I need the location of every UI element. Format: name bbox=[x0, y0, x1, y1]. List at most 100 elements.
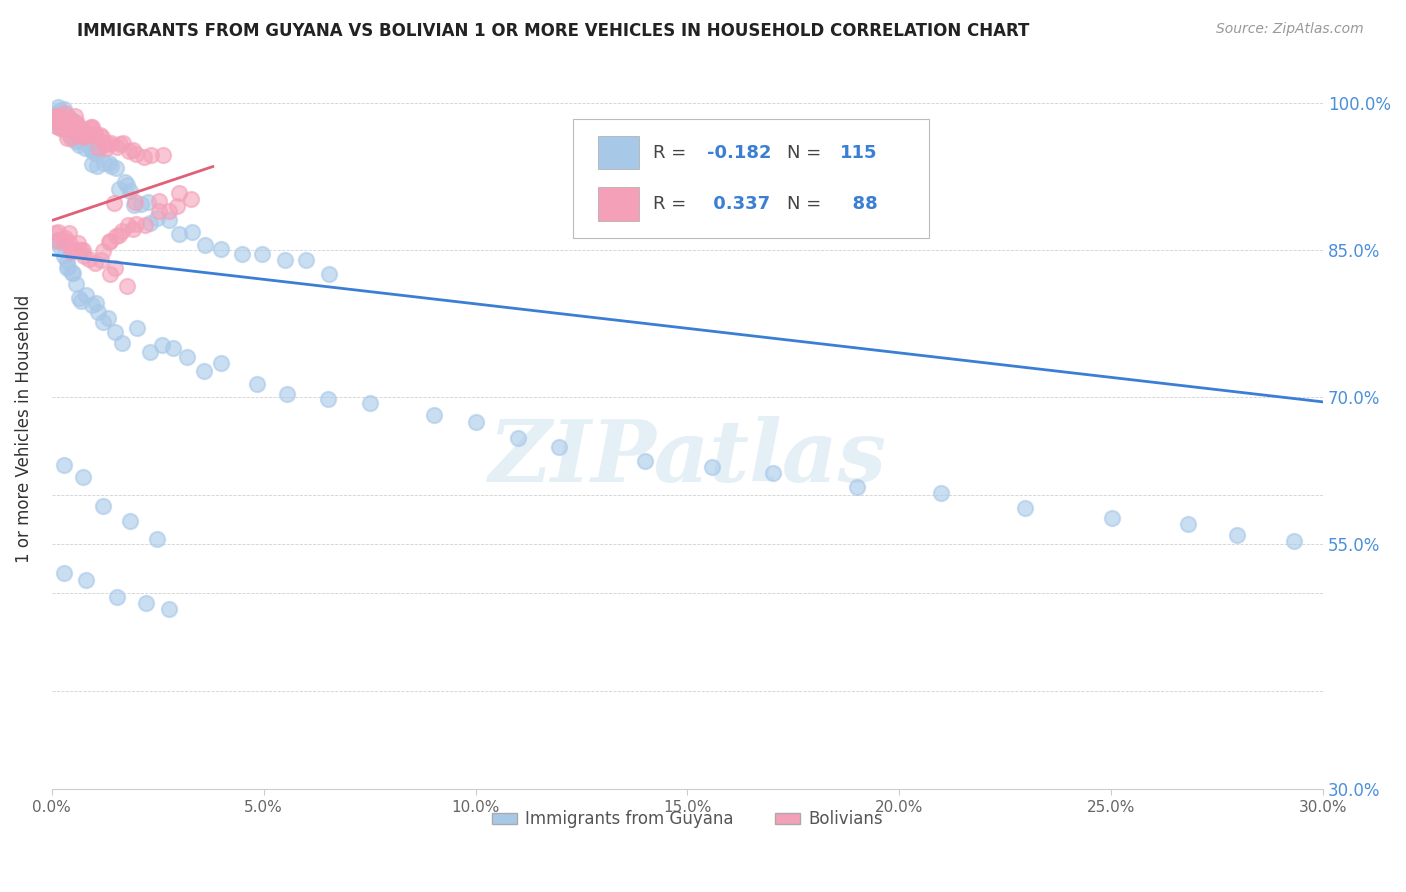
Point bbox=[66, 116, 89, 130]
Point bbox=[80, 144, 103, 158]
Point bbox=[162, 341, 184, 355]
Point bbox=[49, 103, 72, 117]
Point bbox=[49, 240, 72, 254]
Point bbox=[134, 218, 156, 232]
Point bbox=[76, 136, 98, 150]
Point bbox=[135, 596, 157, 610]
Point bbox=[762, 466, 785, 480]
Text: -0.182: -0.182 bbox=[707, 144, 770, 161]
Point bbox=[44, 109, 66, 123]
Text: N =: N = bbox=[786, 195, 827, 213]
Point bbox=[105, 161, 128, 175]
Point bbox=[423, 408, 446, 422]
Point bbox=[108, 136, 131, 151]
Point bbox=[105, 590, 128, 604]
Point bbox=[117, 278, 139, 293]
Point bbox=[55, 230, 77, 244]
Point bbox=[77, 137, 100, 152]
Point bbox=[60, 244, 83, 259]
Text: 115: 115 bbox=[839, 144, 877, 161]
Point bbox=[72, 129, 94, 144]
Point bbox=[51, 121, 73, 136]
Point bbox=[146, 211, 169, 226]
Point bbox=[58, 128, 80, 142]
Point bbox=[167, 227, 190, 241]
Point bbox=[83, 128, 105, 142]
Point bbox=[180, 225, 202, 239]
Point bbox=[49, 120, 72, 135]
Point bbox=[66, 127, 89, 141]
Point bbox=[67, 291, 90, 305]
Point bbox=[152, 147, 174, 161]
Text: IMMIGRANTS FROM GUYANA VS BOLIVIAN 1 OR MORE VEHICLES IN HOUSEHOLD CORRELATION C: IMMIGRANTS FROM GUYANA VS BOLIVIAN 1 OR … bbox=[77, 22, 1029, 40]
Point bbox=[84, 256, 107, 270]
Point bbox=[111, 224, 134, 238]
Point bbox=[79, 252, 101, 266]
Point bbox=[91, 499, 114, 513]
Point bbox=[91, 315, 114, 329]
Point bbox=[60, 242, 83, 256]
Point bbox=[146, 533, 169, 547]
Point bbox=[634, 454, 657, 468]
Point bbox=[72, 469, 94, 483]
Point bbox=[139, 345, 162, 359]
Point bbox=[56, 130, 79, 145]
Point bbox=[98, 156, 121, 170]
Point bbox=[45, 109, 67, 123]
Point bbox=[929, 485, 952, 500]
Point bbox=[53, 112, 76, 127]
Point bbox=[67, 137, 90, 152]
Point bbox=[148, 194, 170, 208]
Point bbox=[209, 242, 232, 256]
Point bbox=[98, 235, 121, 250]
Point bbox=[44, 105, 66, 120]
Point bbox=[45, 112, 67, 127]
Point bbox=[70, 128, 93, 142]
Point bbox=[179, 192, 201, 206]
Point bbox=[129, 196, 152, 211]
Point bbox=[84, 128, 107, 143]
Point bbox=[97, 136, 120, 151]
Point bbox=[62, 266, 84, 280]
Point bbox=[108, 227, 131, 242]
Point bbox=[72, 244, 94, 258]
Text: 0.337: 0.337 bbox=[707, 195, 769, 213]
Point bbox=[80, 120, 103, 134]
Point bbox=[100, 136, 122, 150]
Point bbox=[295, 252, 318, 267]
Point bbox=[53, 115, 76, 129]
Point bbox=[73, 128, 96, 142]
Point bbox=[53, 106, 76, 120]
Point bbox=[75, 573, 97, 587]
Point bbox=[80, 298, 103, 312]
Point bbox=[274, 253, 297, 268]
Point bbox=[53, 108, 76, 122]
Point bbox=[52, 102, 75, 116]
Point bbox=[59, 126, 82, 140]
Point bbox=[55, 254, 77, 268]
Point bbox=[49, 110, 72, 124]
Point bbox=[70, 128, 93, 142]
Point bbox=[98, 234, 121, 248]
Point bbox=[59, 112, 82, 126]
Point bbox=[122, 222, 145, 236]
Point bbox=[506, 431, 529, 445]
Point bbox=[100, 267, 122, 281]
Point bbox=[66, 120, 89, 135]
Point bbox=[65, 277, 87, 291]
Text: ZIPatlas: ZIPatlas bbox=[488, 416, 887, 500]
Y-axis label: 1 or more Vehicles in Household: 1 or more Vehicles in Household bbox=[15, 294, 32, 563]
Point bbox=[148, 203, 170, 218]
Point bbox=[100, 159, 122, 173]
Point bbox=[45, 119, 67, 133]
Point bbox=[276, 386, 298, 401]
Point bbox=[66, 118, 89, 132]
Point bbox=[87, 141, 110, 155]
Point bbox=[108, 182, 131, 196]
Point bbox=[49, 120, 72, 135]
Point bbox=[134, 150, 156, 164]
Point bbox=[46, 233, 69, 247]
Point bbox=[87, 305, 110, 319]
Point bbox=[63, 109, 86, 123]
Point bbox=[103, 195, 125, 210]
